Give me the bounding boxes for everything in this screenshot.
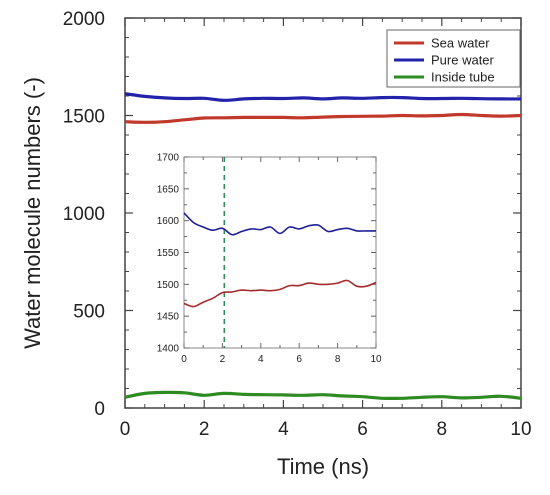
inset-series-line-1 [183, 212, 376, 236]
legend-label: Pure water [431, 53, 495, 68]
x-tick-label: 4 [278, 419, 289, 440]
x-tick-label: 10 [510, 419, 531, 440]
inset-y-tick-label: 1700 [157, 153, 180, 164]
legend-label: Inside tube [431, 70, 495, 85]
y-tick-label: 1500 [63, 107, 105, 128]
x-tick-label: 6 [357, 419, 368, 440]
y-tick-label: 1000 [63, 204, 105, 225]
inset-plot-frame [183, 156, 377, 349]
inset-x-tick-label: 0 [181, 354, 187, 365]
inset-plot: 0 2 4 6 8 10 1400 1450 1500 1550 1600 1650 1700 [157, 153, 382, 366]
y-axis-title: Water molecule numbers (-) [20, 77, 45, 349]
inset-y-tick-label: 1500 [157, 280, 180, 291]
inset-x-tick-label: 8 [335, 354, 341, 365]
y-tick-label: 500 [73, 302, 105, 323]
inset-y-tick-label: 1550 [157, 248, 180, 259]
series-line-pure-water [124, 92, 522, 102]
inset-x-tick-label: 10 [370, 354, 382, 365]
y-tick-label: 2000 [63, 9, 105, 30]
inset-y-tick-label: 1650 [157, 184, 180, 195]
legend: Sea water Pure water Inside tube [386, 29, 521, 88]
inset-y-tick-label: 1400 [157, 344, 180, 355]
series-line-sea-water [124, 112, 522, 124]
inset-series-line-0 [183, 279, 377, 308]
main-plot: 0 2 4 6 8 10 0 500 1000 1500 2000 Time (ns) Water mo… [20, 9, 532, 479]
x-tick-label: 0 [120, 419, 131, 440]
inset-x-tick-label: 4 [258, 354, 264, 365]
inset-y-tick-label: 1450 [157, 312, 180, 323]
inset-x-tick-label: 2 [220, 354, 226, 365]
x-tick-label: 8 [437, 419, 448, 440]
inset-y-tick-label: 1600 [157, 216, 180, 227]
series-line-inside-tube [124, 390, 522, 401]
inset-x-tick-label: 6 [296, 354, 302, 365]
y-tick-label: 0 [94, 399, 105, 420]
x-axis-title: Time (ns) [277, 454, 369, 479]
legend-label: Sea water [431, 36, 490, 51]
x-tick-label: 2 [199, 419, 210, 440]
